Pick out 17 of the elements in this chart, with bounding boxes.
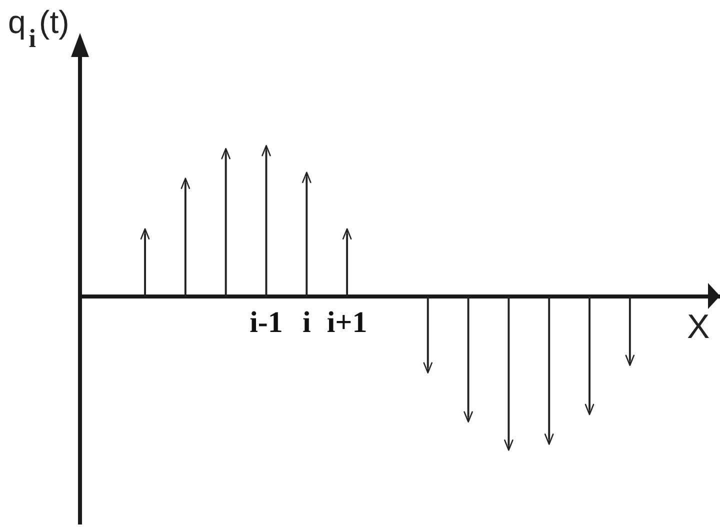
point [584,404,594,416]
point [221,148,230,160]
point [262,144,271,156]
x-axis-title: X [687,308,710,346]
point [504,440,514,451]
point [140,228,150,240]
y-axis-title: q$_{i}$(t) [8,4,70,55]
x-tick-label: i-1 [250,306,283,340]
point [544,434,554,445]
point [302,172,312,184]
point [423,362,433,374]
point [342,228,352,240]
point [180,178,190,189]
point [625,354,635,366]
x-tick-label: i+1 [326,306,368,340]
x-tick-label: i [302,306,311,340]
point [464,411,473,423]
